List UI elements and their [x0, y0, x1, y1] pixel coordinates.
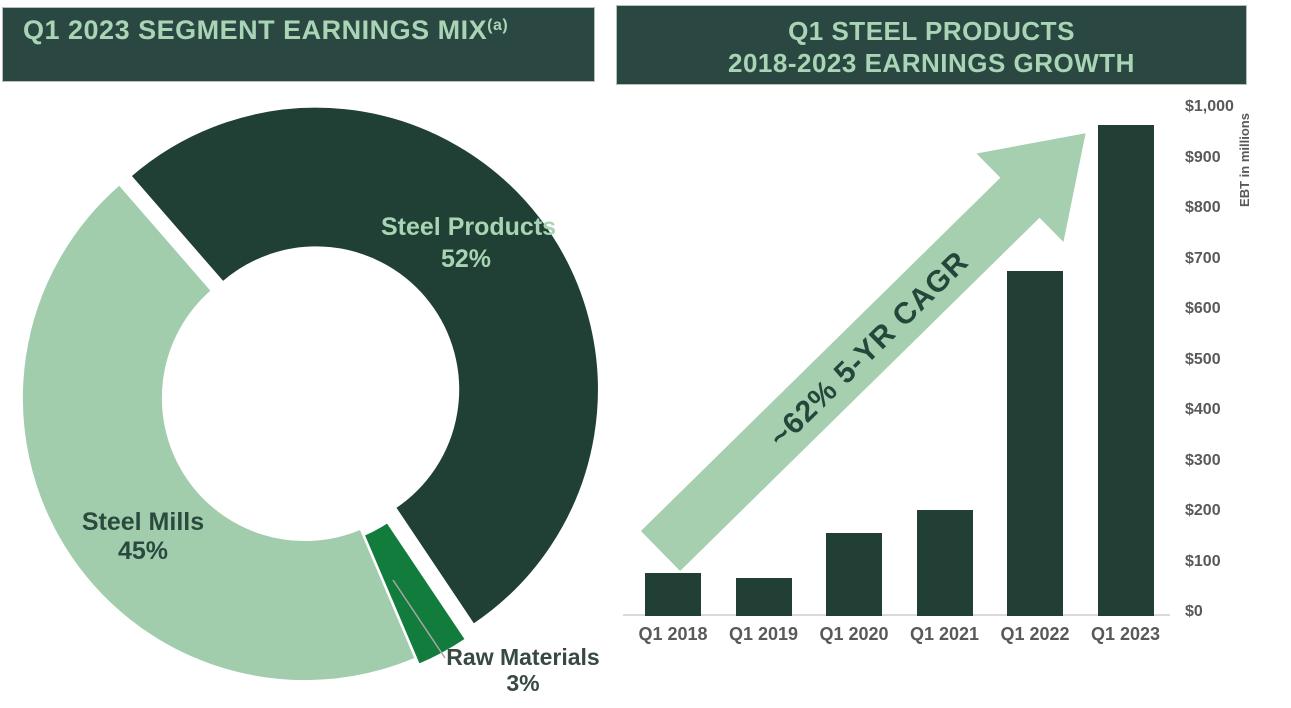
x-axis-label: Q1 2019: [728, 624, 799, 644]
y-axis-tick-label: $300: [1185, 451, 1221, 469]
left-chart-title-banner: Q1 2023 SEGMENT EARNINGS MIX(a): [2, 7, 595, 82]
right-chart-title-line2: 2018-2023 EARNINGS GROWTH: [728, 48, 1135, 78]
x-axis-label: Q1 2022: [1000, 624, 1070, 644]
y-axis-tick-label: $100: [1185, 552, 1221, 570]
y-axis-tick-label: $900: [1185, 148, 1221, 166]
raw-materials-label: Raw Materials: [446, 644, 600, 670]
steel-mills-pct: 45%: [117, 537, 169, 565]
y-axis-title: EBT in millions: [1237, 113, 1252, 207]
donut-label-steel-mills: Steel Mills 45%: [53, 508, 233, 566]
donut-slice-steel-mills: [20, 182, 417, 683]
x-axis-label: Q1 2020: [819, 624, 889, 644]
x-axis-line: [623, 614, 1170, 616]
y-axis-tick-label: $1,000: [1185, 98, 1234, 115]
donut-label-raw-materials: Raw Materials 3%: [423, 644, 623, 696]
steel-products-pct: 52%: [440, 245, 492, 273]
raw-materials-leader-line: [392, 579, 446, 659]
bar-q1-2021: [916, 510, 973, 616]
bar-q1-2018: [645, 573, 701, 616]
donut-slice-steel-products: [129, 105, 600, 627]
y-axis-tick-label: $200: [1185, 502, 1221, 519]
y-axis-tick-label: $400: [1185, 401, 1221, 418]
cagr-annotation: ~62% 5-YR CAGR: [763, 245, 975, 454]
x-axis-label: Q1 2023: [1090, 624, 1161, 644]
y-axis-tick-label: $500: [1185, 350, 1221, 368]
steel-mills-label: Steel Mills: [81, 508, 205, 536]
y-axis-tick-label: $0: [1185, 603, 1203, 620]
y-axis-tick-label: $700: [1185, 249, 1221, 267]
bar-q1-2019: [735, 578, 792, 616]
bar-q1-2022: [1007, 271, 1063, 616]
bar-q1-2020: [826, 533, 882, 616]
y-axis-tick-label: $600: [1185, 300, 1221, 317]
left-chart-title: Q1 2023 SEGMENT EARNINGS MIX: [23, 15, 488, 45]
donut-label-steel-products: Steel Products 52%: [381, 211, 557, 275]
raw-materials-pct: 3%: [506, 670, 540, 696]
right-chart-title-banner: Q1 STEEL PRODUCTS 2018-2023 EARNINGS GRO…: [616, 5, 1247, 85]
x-axis-label: Q1 2021: [909, 624, 980, 644]
steel-products-label: Steel Products: [381, 213, 557, 241]
left-chart-title-footnote-marker: (a): [487, 17, 509, 34]
y-axis-tick-label: $800: [1185, 199, 1221, 216]
donut-chart: [20, 105, 600, 683]
right-chart-title-line1: Q1 STEEL PRODUCTS: [788, 16, 1075, 46]
x-axis-label: Q1 2018: [638, 624, 708, 644]
growth-arrow-shape: [640, 133, 1086, 571]
bar-q1-2023: [1097, 125, 1154, 616]
